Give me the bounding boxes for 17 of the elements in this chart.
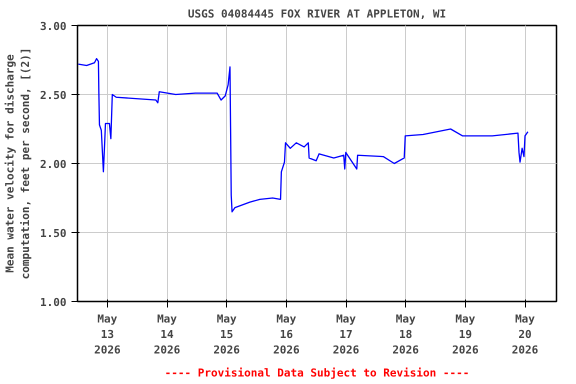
y-axis-title: Mean water velocity for discharge computation, feet per second, [(2)] — [3, 48, 32, 280]
y-tick-label: 3.00 — [40, 20, 67, 33]
chart-title: USGS 04084445 FOX RIVER AT APPLETON, WI — [188, 8, 446, 20]
x-tick-label: May 14 2026 — [154, 312, 181, 357]
line-series — [78, 58, 529, 212]
y-tick-label: 2.50 — [40, 89, 67, 102]
text: ---- Provisional Data Subject to Revision ---- — [164, 366, 470, 380]
x-tick-label: May 17 2026 — [332, 312, 360, 357]
y-tick-label: 1.00 — [40, 296, 67, 309]
x-tick-label: May 18 2026 — [392, 312, 420, 357]
y-tick-label: 1.50 — [40, 227, 67, 240]
x-tick-label: May 15 2026 — [213, 312, 240, 357]
x-tick-label: May 16 2026 — [273, 312, 300, 357]
y-tick-label: 2.00 — [40, 158, 67, 171]
x-tick-label: May 19 2026 — [452, 312, 479, 357]
x-tick-label: May 20 2026 — [512, 312, 539, 357]
x-tick-label: May 13 2026 — [94, 312, 121, 357]
